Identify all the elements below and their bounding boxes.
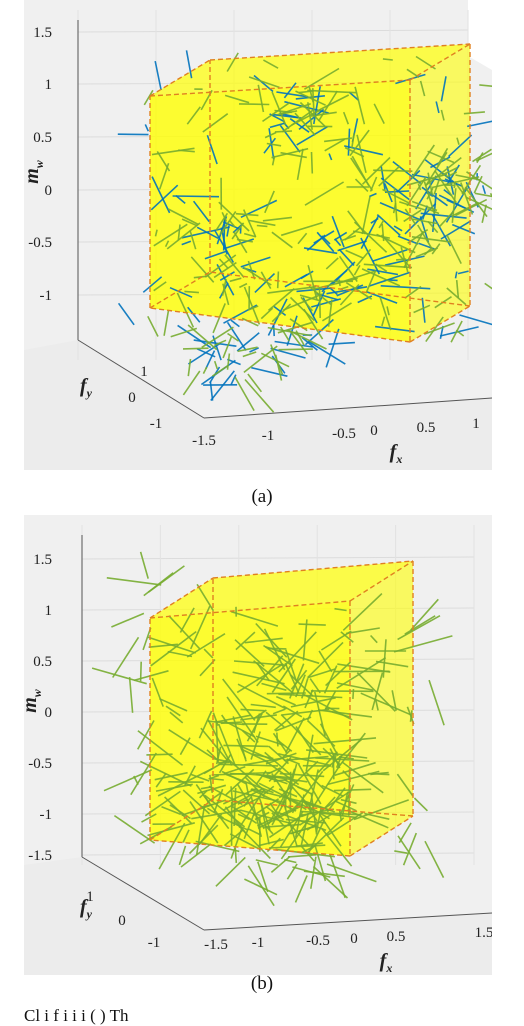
z-tick-label-6: -1.5 — [28, 848, 52, 864]
vector-s0-141 — [274, 324, 275, 336]
vector-s0-20 — [173, 196, 219, 197]
x-tick-label-1: -1 — [252, 935, 265, 951]
y-tick-label-1: 0 — [128, 390, 136, 406]
vector-s0-243 — [353, 689, 354, 699]
vector-s0-221 — [277, 733, 278, 747]
vector-s0-51 — [235, 848, 236, 863]
z-tick-label-4: -0.5 — [28, 756, 52, 772]
x-tick-label-3: 0 — [370, 423, 378, 439]
y-tick-label-0: 1 — [86, 889, 94, 905]
vector-s0-285 — [299, 624, 326, 625]
vector-s1-94 — [275, 131, 292, 132]
y-tick-label-0: 1 — [140, 364, 148, 380]
z-tick-label-0: 1.5 — [33, 552, 52, 568]
x-tick-label-4: 0.5 — [417, 420, 436, 436]
x-tick-label-2: -0.5 — [332, 426, 356, 442]
vector-s1-76 — [257, 226, 268, 227]
x-tick-label-5: 1 — [472, 416, 480, 432]
z-tick-label-1: 1 — [45, 77, 53, 93]
z-tick-label-0: 1.5 — [33, 25, 52, 41]
x-tick-label-1: -1 — [262, 428, 275, 444]
chart-a-svg: 1.510.50-0.5-110-1-1.5-1-0.500.51mwfyfx — [24, 0, 492, 470]
z-tick-label-3: 0 — [45, 705, 53, 721]
vector-s1-126 — [312, 152, 313, 174]
vector-s0-163 — [348, 129, 349, 156]
vector-s0-82 — [267, 693, 306, 694]
x-tick-label-2: -0.5 — [306, 933, 330, 949]
vector-s0-326 — [333, 754, 334, 780]
box-face-right — [350, 561, 413, 856]
vector-s1-25 — [373, 170, 412, 171]
z-tick-label-2: 0.5 — [33, 654, 52, 670]
vector-s1-116 — [279, 349, 313, 350]
vector-s0-263 — [268, 648, 286, 649]
vector-s0-360 — [146, 754, 172, 755]
chart-b-svg: 1.510.50-0.5-1-1.510-1-1.5-1-0.500.51.5m… — [24, 515, 492, 975]
vector-s1-212 — [239, 104, 269, 105]
vector-s1-211 — [278, 272, 279, 289]
bottom-caption-text: Cl i f i i i ( ) Th — [24, 1006, 514, 1026]
vector-s1-14 — [383, 59, 393, 60]
x-tick-label-4: 0.5 — [387, 929, 406, 945]
x-tick-label-3: 0 — [350, 931, 358, 947]
chart-panel-b: 1.510.50-0.5-1-1.510-1-1.5-1-0.500.51.5m… — [24, 515, 492, 975]
x-tick-label-5: 1.5 — [475, 925, 492, 941]
z-tick-label-1: 1 — [45, 603, 53, 619]
x-tick-label-0: -1.5 — [192, 433, 216, 449]
caption-a: (a) — [0, 486, 524, 508]
vector-s1-83 — [320, 287, 321, 318]
vector-s1-247 — [183, 348, 209, 349]
vector-s0-174 — [223, 745, 268, 746]
x-tick-label-0: -1.5 — [204, 937, 228, 953]
z-tick-label-2: 0.5 — [33, 130, 52, 146]
chart-panel-a: 1.510.50-0.5-110-1-1.5-1-0.500.51mwfyfx — [24, 0, 492, 470]
y-tick-label-2: -1 — [148, 935, 161, 951]
z-tick-label-5: -1 — [40, 288, 53, 304]
vector-s0-294 — [230, 774, 247, 775]
z-tick-label-5: -1 — [40, 807, 53, 823]
vector-s0-144 — [141, 662, 142, 682]
y-tick-label-2: -1 — [150, 416, 163, 432]
vector-s1-170 — [396, 259, 406, 260]
z-tick-label-4: -0.5 — [28, 235, 52, 251]
box-face-right — [410, 44, 470, 342]
y-tick-label-1: 0 — [118, 913, 126, 929]
z-tick-label-3: 0 — [45, 183, 53, 199]
caption-b: (b) — [0, 973, 524, 995]
